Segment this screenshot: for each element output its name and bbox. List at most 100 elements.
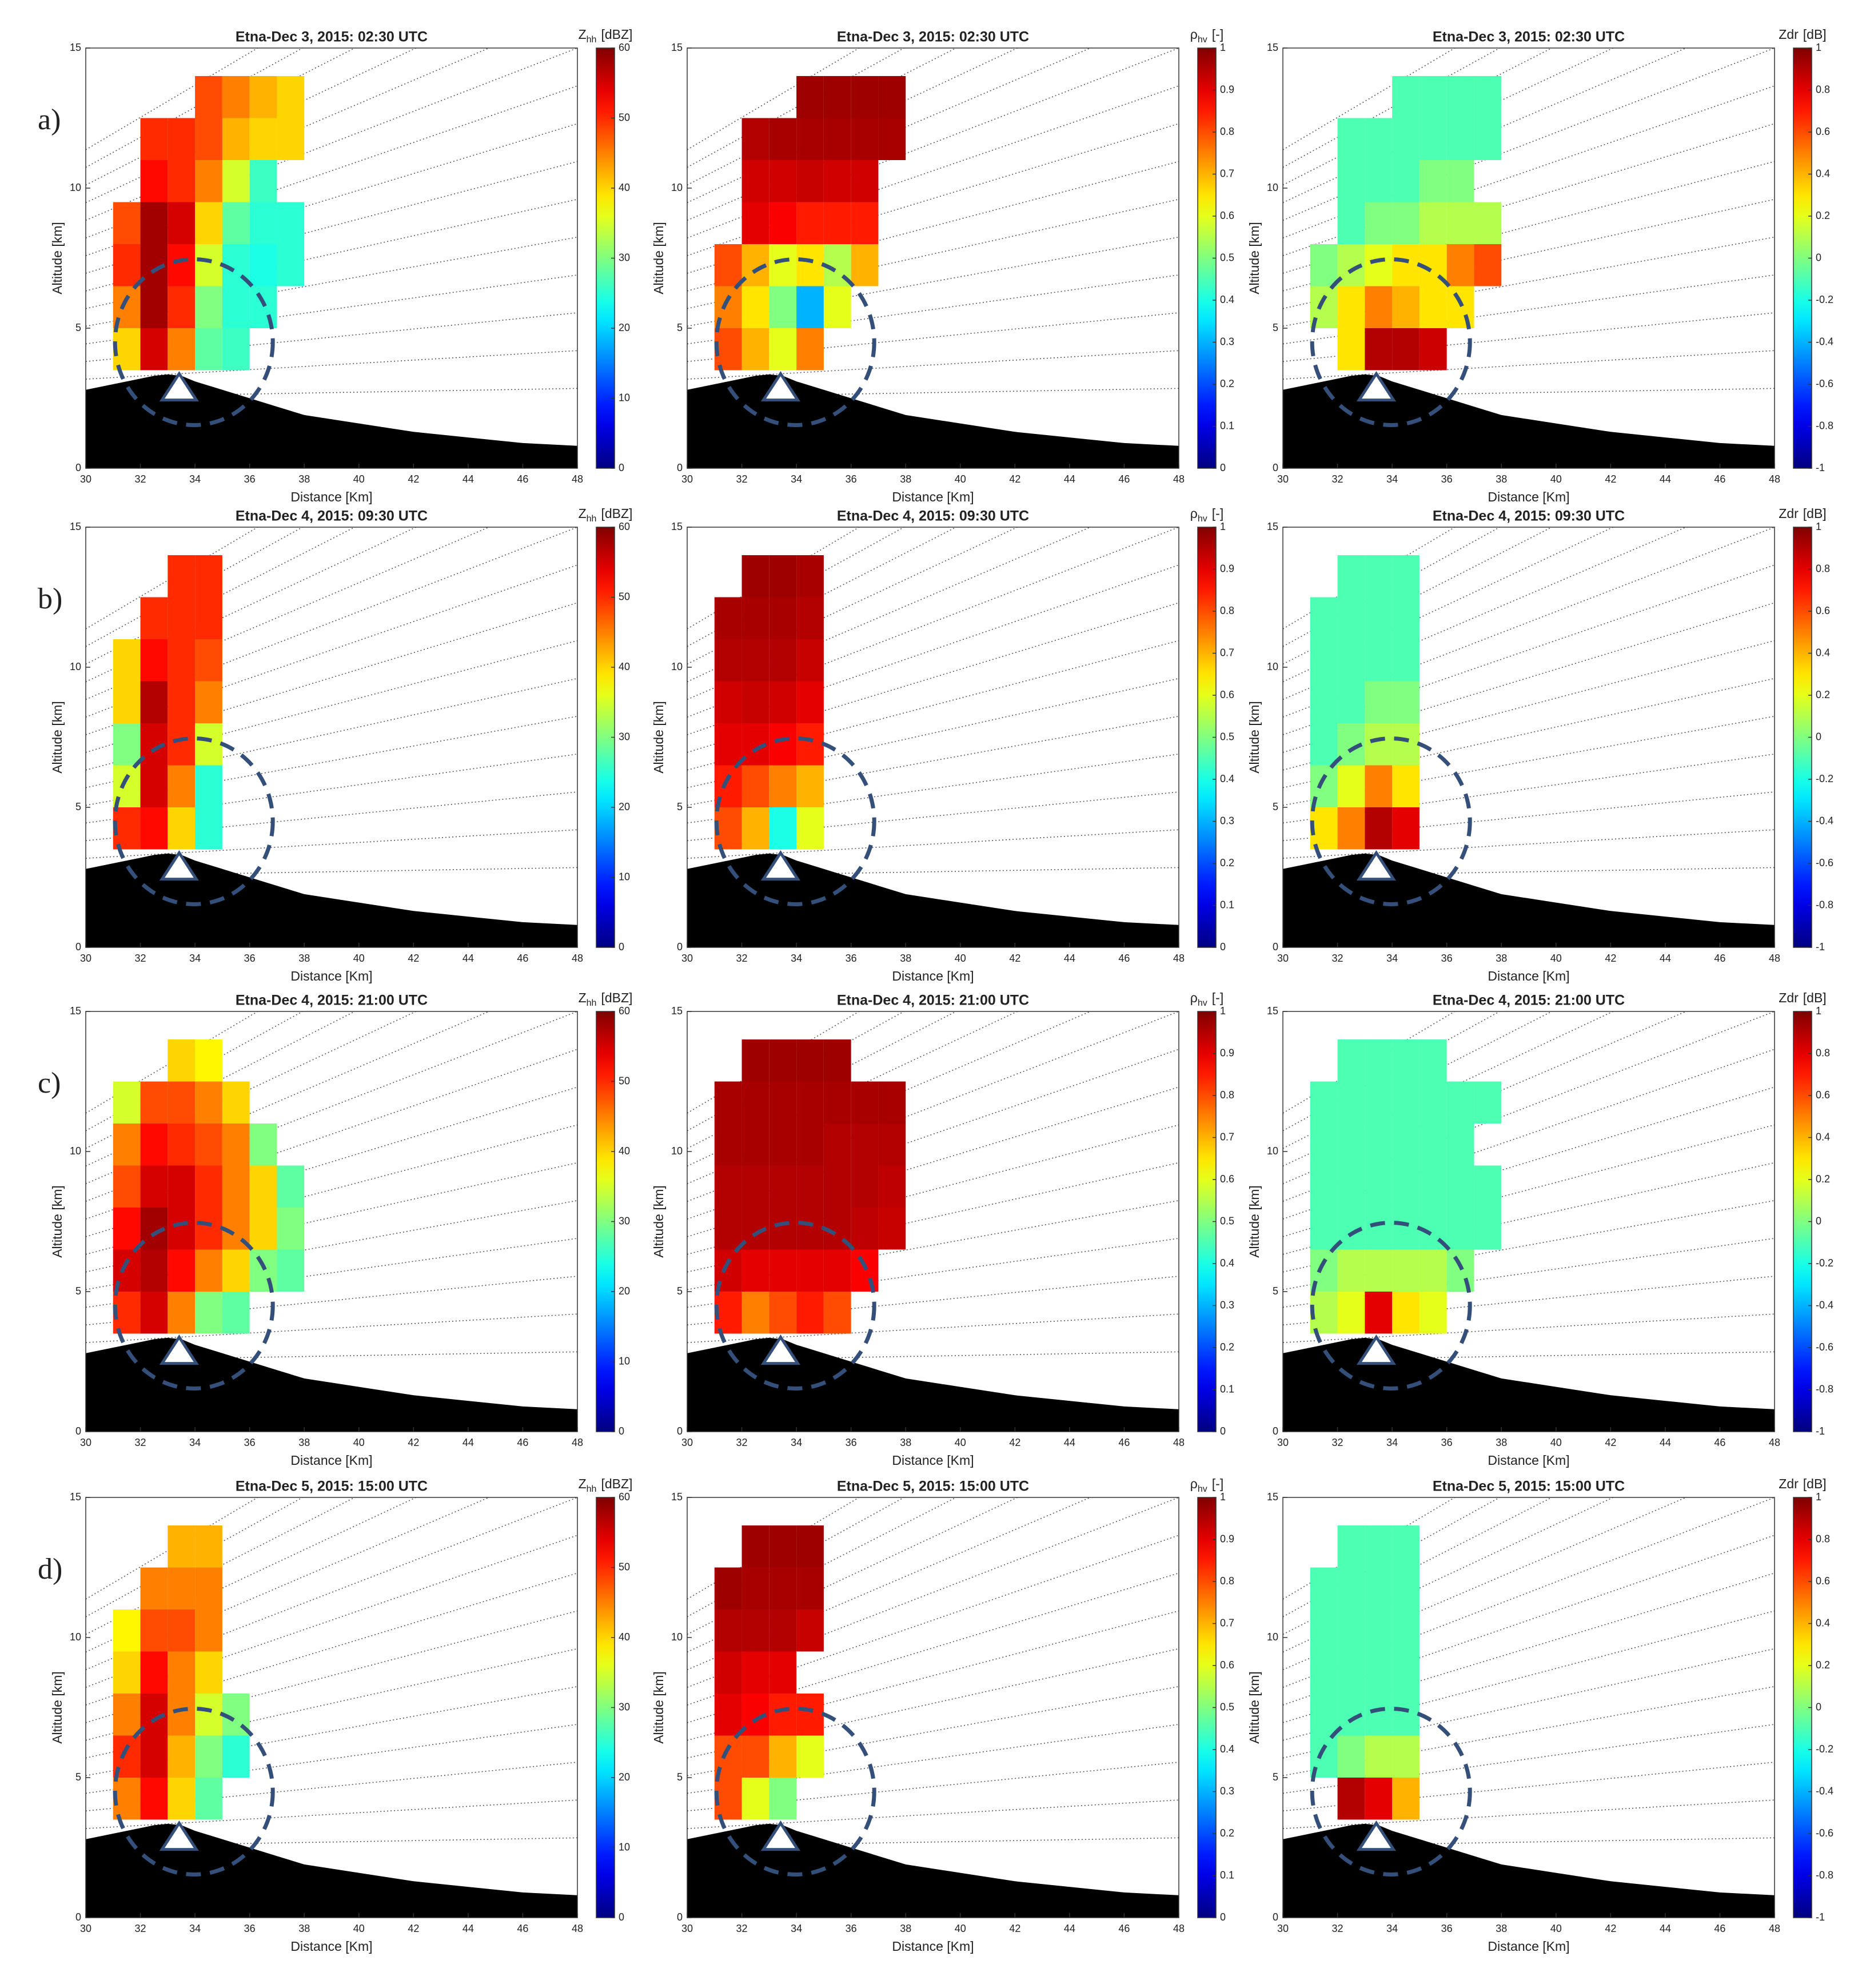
heatmap-cell [113, 1292, 141, 1334]
heatmap-cell [769, 1567, 797, 1609]
x-tick-label: 44 [1660, 953, 1671, 964]
panel-label: c) [38, 1067, 61, 1099]
x-tick-label: 30 [1277, 473, 1289, 485]
x-tick-label: 34 [189, 953, 201, 964]
vent-triangle [159, 1820, 200, 1851]
heatmap-cell [249, 118, 277, 160]
heatmap-cell [851, 244, 879, 286]
colorbar-tick-label: 0.6 [1220, 1173, 1234, 1185]
colorbar-tick-label: 0.6 [1816, 126, 1830, 137]
beam-line [1283, 1610, 1775, 1741]
y-tick-label: 0 [677, 1911, 683, 1923]
x-axis-label: Distance [Km] [892, 489, 974, 504]
colorbar-tick-label: 10 [619, 1841, 630, 1852]
heatmap-cell [1392, 1778, 1420, 1820]
heatmap-cell [195, 723, 222, 766]
colorbar-subscript: hh [587, 1484, 597, 1494]
x-tick-label: 40 [1550, 1437, 1562, 1448]
heatmap-cell [1392, 639, 1420, 682]
heatmap-cell [714, 328, 742, 370]
x-tick-label: 46 [1118, 1437, 1130, 1448]
colorbar-tick-label: -0.6 [1816, 378, 1833, 389]
plot-frame [1282, 1011, 1775, 1432]
x-tick-label: 44 [1064, 953, 1075, 964]
colorbar-tick-label: 30 [619, 252, 630, 263]
heatmap-cell [1365, 555, 1393, 597]
heatmap-cell [249, 160, 277, 202]
x-tick-label: 42 [1605, 953, 1616, 964]
heatmap-cell [741, 1609, 769, 1652]
x-tick-label: 30 [1277, 1437, 1289, 1448]
y-tick-label: 0 [1273, 941, 1278, 953]
colorbar-tick-label: 60 [619, 521, 630, 532]
heatmap-cell [714, 723, 742, 766]
y-tick-label: 5 [1273, 801, 1278, 812]
heatmap-cell [168, 1165, 196, 1208]
heatmap-cell [195, 1039, 222, 1082]
x-tick-label: 32 [1332, 1923, 1343, 1934]
colorbar-tick-label: 0.2 [1220, 378, 1234, 389]
colorbar-tick-label: 0 [619, 1911, 624, 1923]
heatmap-cell [1419, 1039, 1447, 1082]
heatmap-cell [113, 1609, 141, 1652]
heatmap-cell [140, 1609, 168, 1652]
heatmap-cell [796, 1081, 824, 1124]
beam-line [1283, 161, 1775, 292]
heatmap-cell [1310, 1081, 1338, 1124]
vent-triangle [760, 850, 801, 881]
vent-triangle [1356, 371, 1397, 402]
x-tick-label: 36 [1441, 1437, 1453, 1448]
heatmap-cell [1310, 1694, 1338, 1736]
x-tick-label: 42 [408, 473, 419, 485]
heatmap-cell [140, 597, 168, 639]
colorbar-unit: [-] [1212, 990, 1223, 1005]
heatmap-cell [222, 76, 250, 118]
heatmap-cell [741, 118, 769, 160]
y-tick-label: 5 [1273, 1285, 1278, 1297]
colorbar-tick-label: 0.3 [1220, 1785, 1234, 1796]
y-tick-label: 15 [70, 1491, 81, 1503]
heatmap-cell [1392, 1651, 1420, 1694]
colorbar-tick-label: 1 [1816, 521, 1821, 532]
x-tick-label: 36 [1441, 473, 1453, 485]
heatmap-cell [1337, 1778, 1365, 1820]
heatmap-cell [823, 118, 851, 160]
heatmap-cell [1419, 1249, 1447, 1292]
heatmap-cell [113, 681, 141, 723]
x-tick-label: 48 [572, 953, 583, 964]
beam-line [1283, 1124, 1775, 1255]
colorbar-label: ρhv [-] [1190, 27, 1223, 45]
x-tick-label: 38 [900, 1437, 911, 1448]
colorbar-tick-label: 60 [619, 1491, 630, 1503]
heatmap-cell [222, 118, 250, 160]
heatmap-cell [796, 76, 824, 118]
colorbar-tick-label: 40 [619, 182, 630, 193]
y-tick-label: 5 [75, 1771, 81, 1783]
heatmap-cell [277, 202, 305, 244]
colorbar-tick-label: 40 [619, 1631, 630, 1643]
y-tick-label: 15 [1267, 42, 1278, 53]
heatmap-cell [796, 1208, 824, 1250]
heatmap-cell [140, 807, 168, 850]
heatmap-cell [195, 1165, 222, 1208]
heatmap-cell [1365, 807, 1393, 850]
heatmap-cell [277, 1249, 305, 1292]
x-tick-label: 44 [462, 953, 474, 964]
heatmap-cell [168, 765, 196, 807]
heatmap-cell [195, 286, 222, 328]
x-tick-label: 46 [1118, 1923, 1130, 1934]
heatmap-cell [741, 160, 769, 202]
y-tick-label: 15 [70, 1005, 81, 1017]
heatmap-cell [113, 639, 141, 682]
colorbar-tick-label: 0.5 [1220, 731, 1234, 742]
colorbar-tick-label: 0 [619, 941, 624, 953]
colorbar-label: Zhh [dBZ] [579, 506, 633, 524]
plot-frame [687, 47, 1179, 469]
x-axis-label: Distance [Km] [1488, 489, 1569, 504]
x-tick-label: 44 [462, 473, 474, 485]
vent-circle [1310, 736, 1472, 906]
y-tick-label: 0 [1273, 462, 1278, 473]
heatmap-cell [796, 1165, 824, 1208]
colorbar-tick-label: 0.3 [1220, 815, 1234, 826]
heatmap-cell [1365, 1208, 1393, 1250]
